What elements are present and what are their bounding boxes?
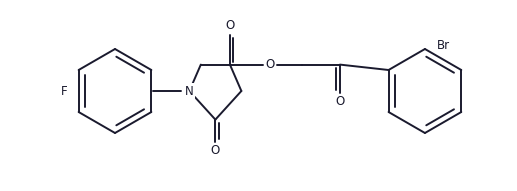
Text: O: O: [211, 144, 220, 157]
Text: O: O: [265, 58, 275, 71]
Text: Br: Br: [437, 39, 450, 52]
Text: N: N: [185, 84, 194, 97]
Text: O: O: [336, 95, 344, 108]
Text: O: O: [225, 19, 235, 32]
Text: F: F: [60, 84, 67, 97]
